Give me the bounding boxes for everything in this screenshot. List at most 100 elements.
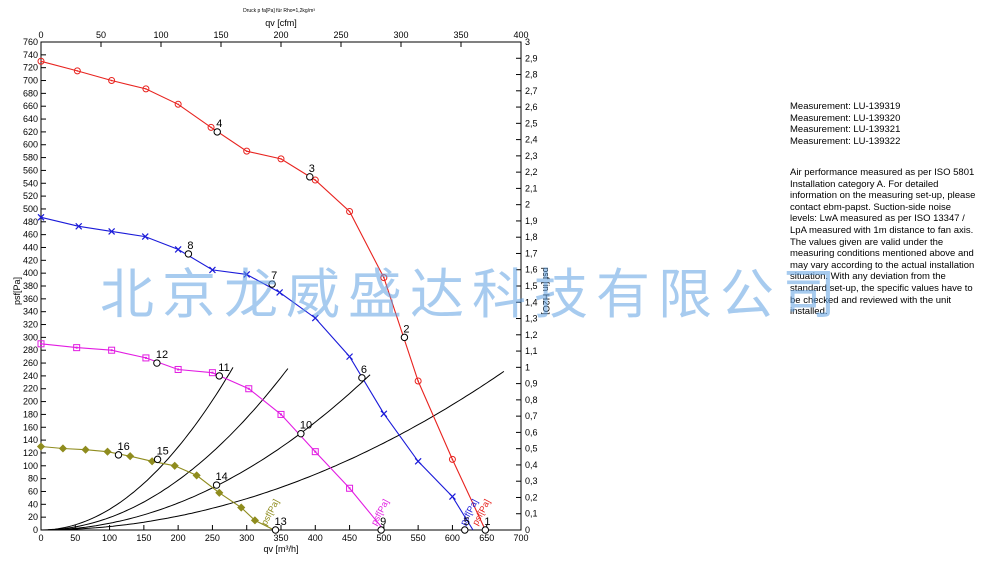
data-point-marker: [276, 288, 284, 296]
y-tick-label: 440: [23, 242, 38, 252]
y2-tick-label: 1,9: [525, 216, 538, 226]
y2-tick-label: 3: [525, 37, 530, 47]
x2-tick-label: 200: [273, 30, 288, 40]
data-point-marker: [346, 484, 354, 492]
data-point-marker: [277, 410, 285, 418]
operating-point: [184, 250, 193, 258]
operating-point: [271, 526, 280, 534]
data-point-marker-dot: [177, 103, 179, 106]
data-point-marker-dot: [348, 487, 351, 490]
operating-point: [153, 455, 162, 464]
x2-tick-label: 50: [96, 30, 106, 40]
data-point-marker: [108, 346, 116, 354]
y2-tick-label: 0,2: [525, 492, 538, 502]
y2-tick-label: 0,9: [525, 379, 538, 389]
data-point-marker: [103, 447, 112, 456]
measurement-note: Air performance measured as per ISO 5801…: [790, 167, 975, 318]
y2-tick-label: 1,5: [525, 281, 538, 291]
y-tick-label: 360: [23, 294, 38, 304]
note-line: Installation category A. For detailed: [790, 178, 939, 190]
y2-tick-label: 1,1: [525, 346, 538, 356]
x-tick-label: 0: [38, 533, 43, 543]
y-tick-label: 720: [23, 63, 38, 73]
x2-tick-label: 150: [213, 30, 228, 40]
data-point-marker: [108, 77, 116, 85]
operating-point-label: 8: [187, 240, 193, 252]
operating-point: [215, 372, 223, 380]
data-point-marker-dot: [76, 70, 79, 72]
x-tick-label: 350: [273, 533, 288, 543]
y-tick-label: 580: [23, 153, 38, 163]
note-line: standard set-up, the specific values hav…: [790, 282, 973, 294]
y2-tick-label: 1,2: [525, 330, 538, 340]
data-point-marker: [277, 155, 285, 163]
y2-tick-label: 0: [525, 525, 530, 535]
y2-tick-label: 1,6: [525, 265, 538, 275]
note-line: LpA measured with 1m distance to fan axi…: [790, 224, 974, 236]
system-curve-D: [41, 370, 505, 531]
note-line: The values given are valid under the: [790, 236, 944, 248]
x-tick-label: 100: [102, 533, 117, 543]
plot-frame: [40, 41, 522, 531]
y-tick-label: 760: [23, 37, 38, 47]
y2-tick-label: 2,2: [525, 167, 538, 177]
y-tick-label: 620: [23, 127, 38, 137]
fan-curve-1: [40, 60, 486, 531]
x-tick-label: 450: [342, 533, 357, 543]
data-point-marker: [37, 340, 45, 348]
y-tick-label: 680: [23, 88, 38, 98]
note-line: Air performance measured as per ISO 5801: [790, 167, 975, 178]
data-point-marker: [346, 208, 354, 216]
x-tick-label: 700: [513, 533, 528, 543]
y2-axis-title: psf [in H2O]: [541, 267, 551, 315]
operating-point-label: 5: [464, 516, 470, 528]
y-tick-label: 400: [23, 268, 38, 278]
note-line: may vary according to the actual install…: [790, 259, 975, 271]
operating-point-label: 4: [216, 118, 222, 130]
operating-point-label: 13: [275, 516, 287, 528]
data-point-marker: [142, 85, 150, 93]
y-tick-label: 480: [23, 217, 38, 227]
data-point-marker-dot: [110, 349, 113, 352]
y2-tick-label: 2,7: [525, 86, 538, 96]
operating-point: [213, 128, 221, 136]
data-point-marker: [311, 314, 319, 322]
y-tick-label: 500: [23, 204, 38, 214]
y2-tick-label: 1,4: [525, 297, 538, 307]
operating-point-label: 15: [157, 445, 169, 457]
y2-tick-label: 1,8: [525, 232, 538, 242]
y-tick-label: 280: [23, 345, 38, 355]
data-point-marker: [243, 271, 251, 278]
y2-tick-label: 2,6: [525, 102, 538, 112]
data-point-marker-dot: [145, 88, 147, 90]
x2-tick-label: 350: [453, 30, 468, 40]
data-point-marker: [81, 445, 90, 454]
data-point-marker-dot: [144, 356, 147, 359]
data-point-marker-dot: [247, 387, 250, 390]
measurement-line: Measurement: LU-139319: [790, 101, 901, 112]
y-tick-label: 560: [23, 165, 38, 175]
y-tick-label: 180: [23, 409, 38, 419]
operating-point-label: 6: [361, 364, 367, 376]
data-point-marker-dot: [210, 126, 212, 129]
y-tick-label: 640: [23, 114, 38, 124]
data-point-marker-dot: [75, 346, 78, 349]
x2-tick-label: 0: [38, 30, 43, 40]
note-line: levels: LwA measured as per ISO 13347 /: [790, 213, 965, 225]
x-tick-label: 250: [205, 533, 220, 543]
x2-tick-label: 400: [513, 30, 528, 40]
note-line: situation. With any deviation from the: [790, 271, 946, 283]
y2-tick-label: 1,3: [525, 314, 538, 324]
x-tick-label: 300: [239, 533, 254, 543]
data-point-marker: [215, 488, 224, 497]
data-point-marker: [174, 365, 182, 373]
measurement-list: Measurement: LU-139319 Measurement: LU-1…: [790, 101, 975, 147]
y2-tick-label: 0,5: [525, 444, 538, 454]
y2-tick-label: 2,1: [525, 183, 538, 193]
operating-point: [358, 374, 366, 382]
operating-point: [481, 526, 490, 534]
operating-point-label: 1: [484, 516, 490, 528]
y-tick-label: 740: [23, 50, 38, 60]
operating-point-label: 10: [300, 420, 312, 432]
